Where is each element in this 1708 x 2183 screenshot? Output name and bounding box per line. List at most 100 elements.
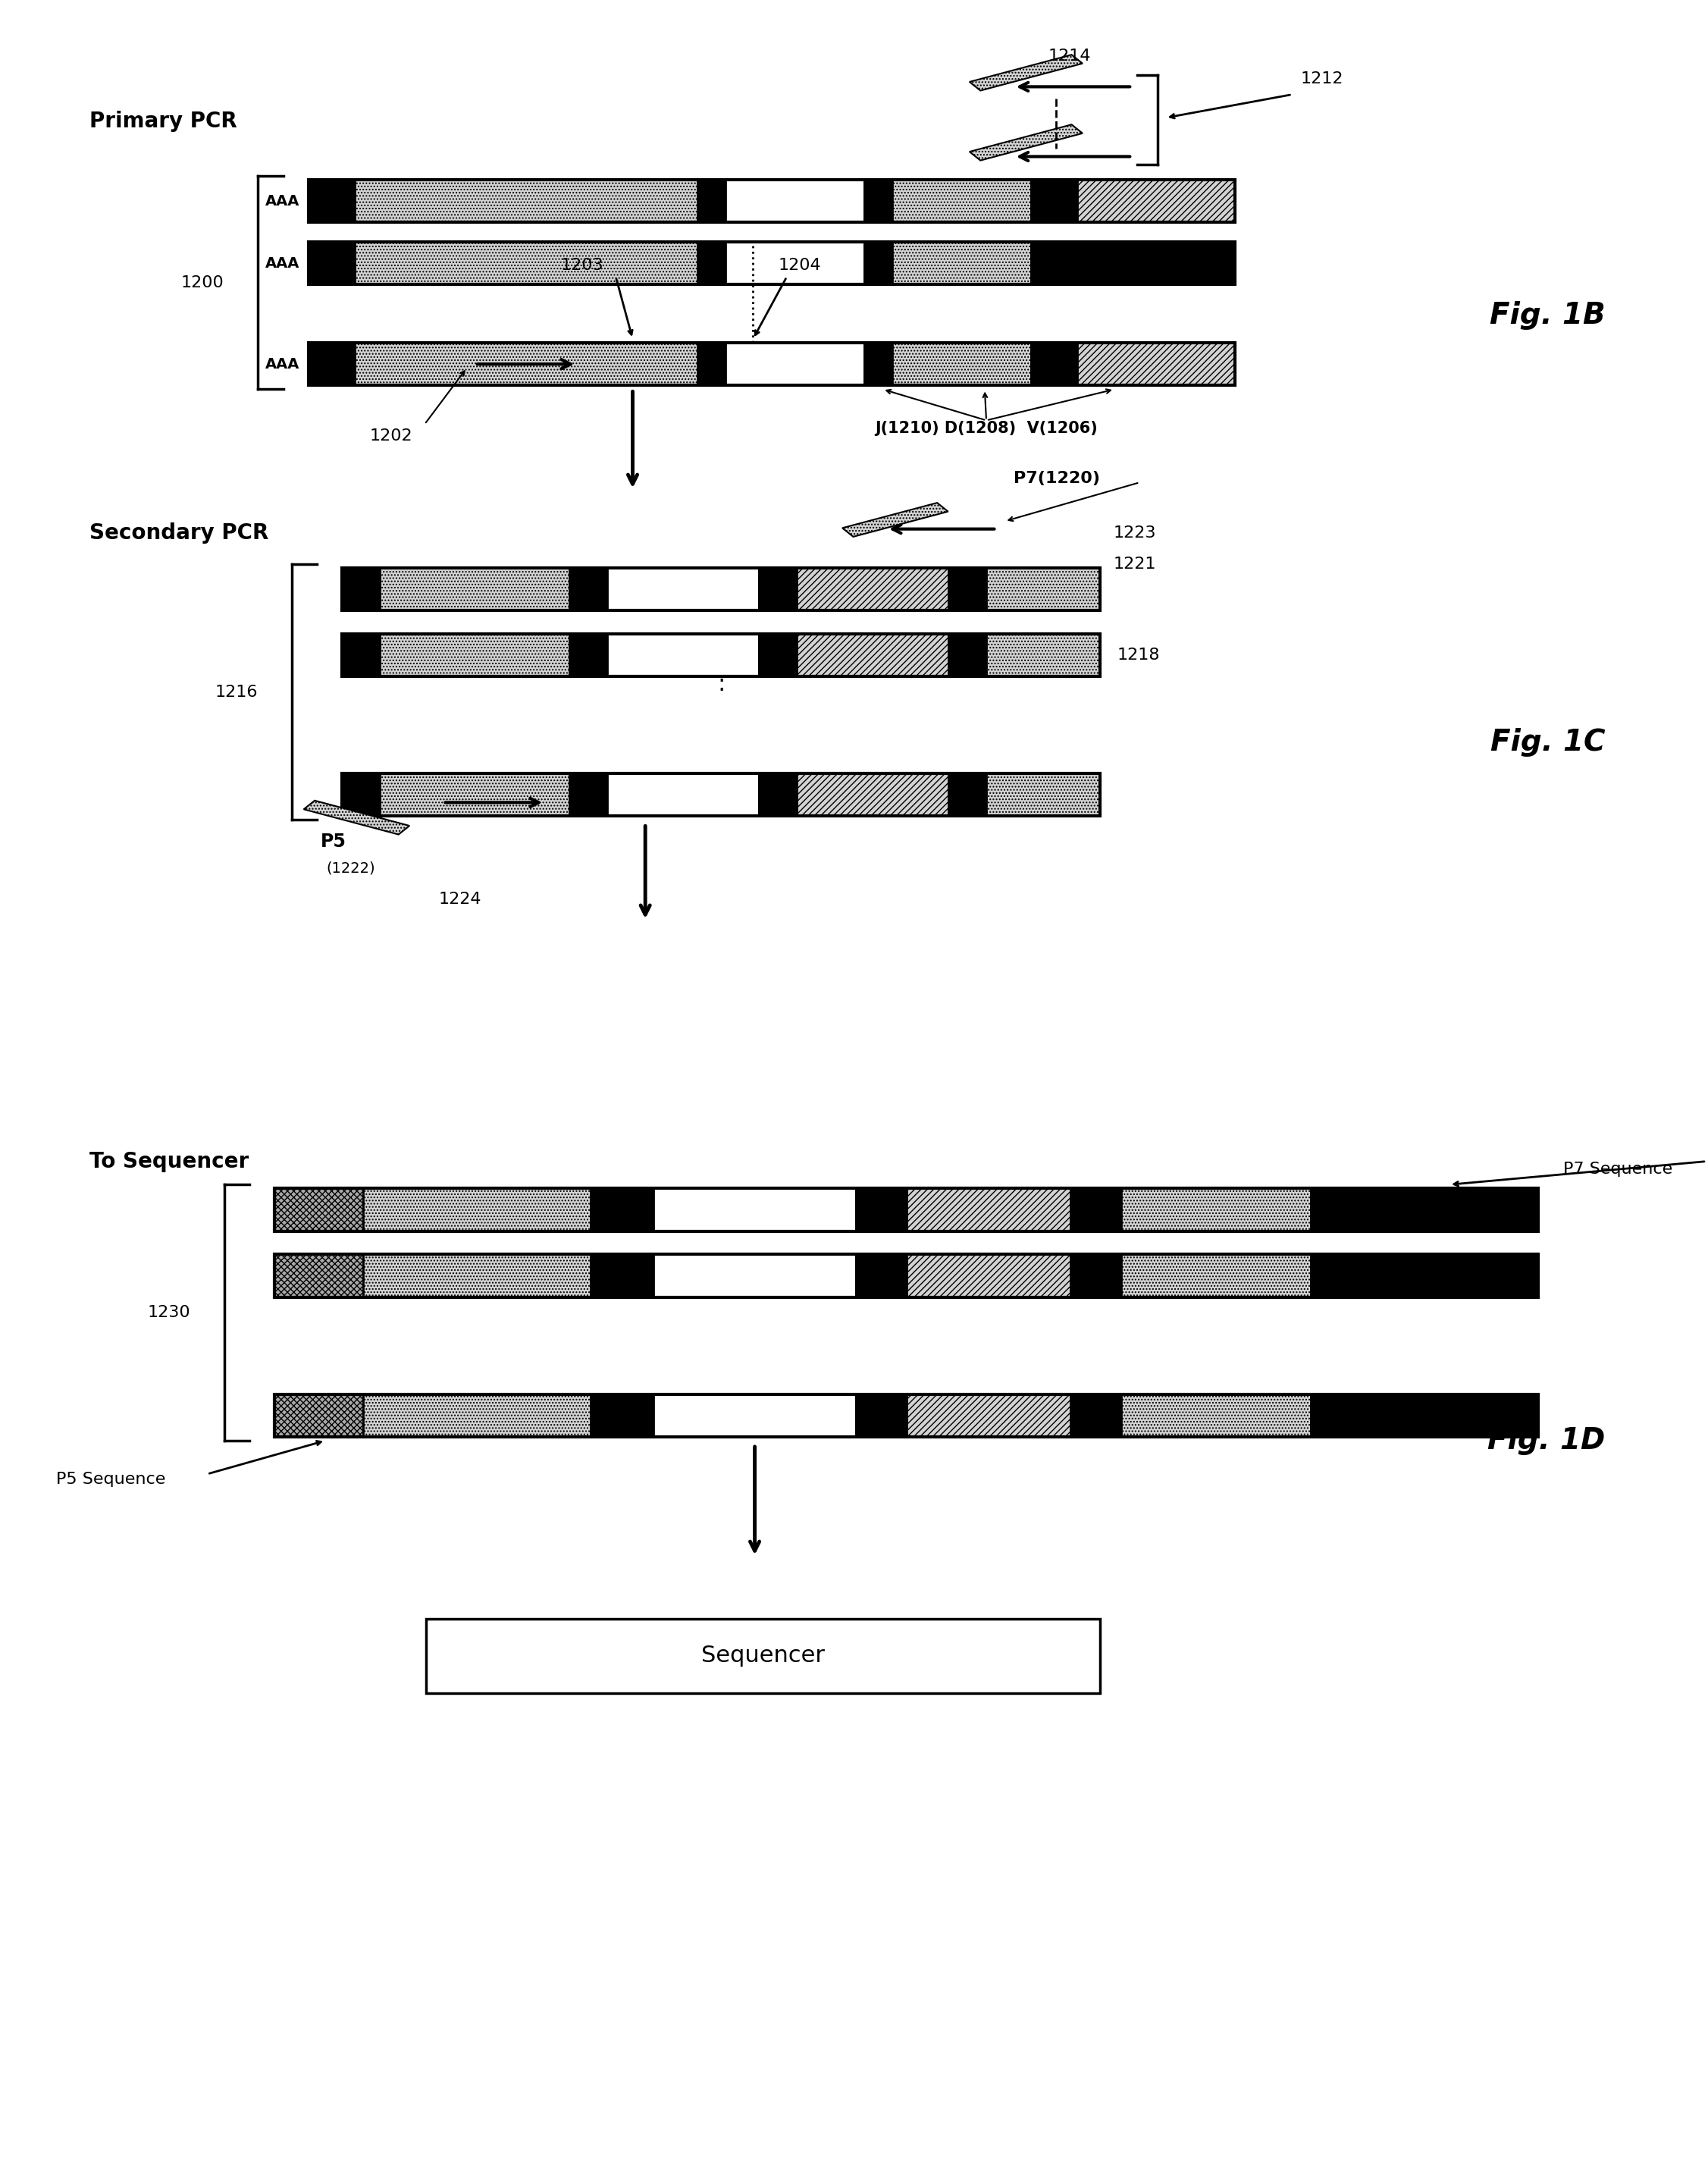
FancyBboxPatch shape [856, 1395, 907, 1436]
Text: 1212: 1212 [1300, 72, 1342, 87]
FancyBboxPatch shape [726, 343, 864, 386]
FancyBboxPatch shape [1032, 179, 1078, 223]
FancyBboxPatch shape [355, 179, 697, 223]
FancyBboxPatch shape [1310, 1255, 1373, 1297]
FancyBboxPatch shape [342, 568, 379, 611]
FancyBboxPatch shape [864, 343, 892, 386]
FancyBboxPatch shape [569, 633, 608, 677]
Text: :: : [902, 1279, 910, 1301]
FancyBboxPatch shape [907, 1188, 1071, 1231]
FancyBboxPatch shape [342, 773, 379, 816]
Text: 1200: 1200 [181, 275, 224, 290]
FancyBboxPatch shape [427, 1620, 1100, 1692]
Text: 1221: 1221 [1114, 557, 1156, 572]
FancyBboxPatch shape [864, 179, 892, 223]
Polygon shape [970, 55, 1083, 92]
FancyBboxPatch shape [379, 633, 569, 677]
FancyBboxPatch shape [1120, 1255, 1310, 1297]
FancyBboxPatch shape [309, 242, 355, 284]
FancyBboxPatch shape [986, 773, 1100, 816]
Polygon shape [842, 502, 948, 537]
Text: P7(1220): P7(1220) [1013, 472, 1100, 487]
FancyBboxPatch shape [275, 1188, 364, 1231]
FancyBboxPatch shape [697, 179, 726, 223]
FancyBboxPatch shape [342, 633, 379, 677]
FancyBboxPatch shape [986, 633, 1100, 677]
Text: 1223: 1223 [1114, 526, 1156, 541]
FancyBboxPatch shape [309, 179, 355, 223]
Text: AAA: AAA [266, 356, 301, 371]
FancyBboxPatch shape [948, 773, 986, 816]
FancyBboxPatch shape [569, 773, 608, 816]
FancyBboxPatch shape [654, 1188, 856, 1231]
FancyBboxPatch shape [364, 1188, 591, 1231]
FancyBboxPatch shape [608, 633, 758, 677]
FancyBboxPatch shape [1120, 1395, 1310, 1436]
Text: AAA: AAA [266, 255, 301, 271]
Text: 1216: 1216 [215, 683, 258, 699]
FancyBboxPatch shape [948, 633, 986, 677]
Text: 1224: 1224 [439, 893, 482, 908]
FancyBboxPatch shape [892, 242, 1032, 284]
FancyBboxPatch shape [892, 179, 1032, 223]
FancyBboxPatch shape [697, 343, 726, 386]
FancyBboxPatch shape [798, 633, 948, 677]
FancyBboxPatch shape [758, 773, 798, 816]
FancyBboxPatch shape [364, 1255, 591, 1297]
FancyBboxPatch shape [379, 568, 569, 611]
FancyBboxPatch shape [726, 179, 864, 223]
Text: Secondary PCR: Secondary PCR [89, 522, 268, 544]
FancyBboxPatch shape [1120, 1188, 1310, 1231]
FancyBboxPatch shape [1373, 1188, 1537, 1231]
FancyBboxPatch shape [856, 1255, 907, 1297]
Text: P7 Sequence: P7 Sequence [1563, 1161, 1672, 1177]
FancyBboxPatch shape [379, 773, 569, 816]
FancyBboxPatch shape [591, 1255, 654, 1297]
FancyBboxPatch shape [758, 633, 798, 677]
FancyBboxPatch shape [1032, 242, 1078, 284]
FancyBboxPatch shape [654, 1255, 856, 1297]
Text: 1214: 1214 [1047, 48, 1091, 63]
FancyBboxPatch shape [355, 343, 697, 386]
Text: 1203: 1203 [560, 258, 603, 273]
FancyBboxPatch shape [948, 568, 986, 611]
FancyBboxPatch shape [892, 343, 1032, 386]
FancyBboxPatch shape [798, 773, 948, 816]
Text: AAA: AAA [266, 194, 301, 207]
Text: (1222): (1222) [326, 862, 376, 875]
FancyBboxPatch shape [591, 1395, 654, 1436]
FancyBboxPatch shape [907, 1395, 1071, 1436]
Text: Fig. 1C: Fig. 1C [1491, 727, 1606, 758]
Text: P5: P5 [321, 832, 347, 851]
FancyBboxPatch shape [309, 343, 355, 386]
FancyBboxPatch shape [608, 568, 758, 611]
FancyBboxPatch shape [986, 568, 1100, 611]
FancyBboxPatch shape [569, 568, 608, 611]
FancyBboxPatch shape [697, 242, 726, 284]
FancyBboxPatch shape [1078, 242, 1235, 284]
FancyBboxPatch shape [1310, 1395, 1373, 1436]
FancyBboxPatch shape [726, 242, 864, 284]
Polygon shape [304, 801, 410, 834]
FancyBboxPatch shape [1310, 1188, 1373, 1231]
FancyBboxPatch shape [864, 242, 892, 284]
Text: P5 Sequence: P5 Sequence [56, 1471, 166, 1487]
FancyBboxPatch shape [1373, 1255, 1537, 1297]
Text: :: : [717, 672, 724, 694]
FancyBboxPatch shape [1032, 343, 1078, 386]
Polygon shape [970, 124, 1083, 159]
FancyBboxPatch shape [355, 242, 697, 284]
Text: Primary PCR: Primary PCR [89, 111, 237, 133]
FancyBboxPatch shape [1078, 343, 1235, 386]
FancyBboxPatch shape [275, 1395, 364, 1436]
Text: 1204: 1204 [779, 258, 822, 273]
FancyBboxPatch shape [1373, 1395, 1537, 1436]
FancyBboxPatch shape [1071, 1188, 1120, 1231]
FancyBboxPatch shape [907, 1255, 1071, 1297]
FancyBboxPatch shape [1071, 1255, 1120, 1297]
FancyBboxPatch shape [758, 568, 798, 611]
FancyBboxPatch shape [1078, 179, 1235, 223]
Text: 1230: 1230 [147, 1305, 191, 1321]
Text: To Sequencer: To Sequencer [89, 1150, 249, 1172]
FancyBboxPatch shape [798, 568, 948, 611]
